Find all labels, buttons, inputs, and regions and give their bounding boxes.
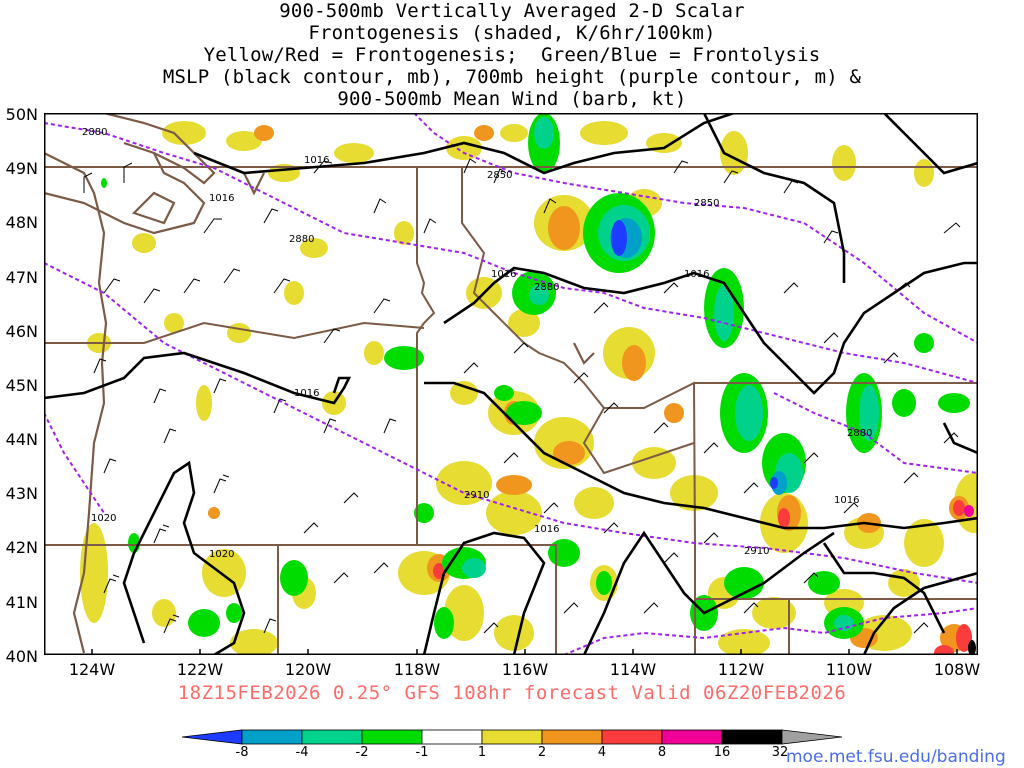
- colorbar-swatch: [361, 729, 423, 745]
- colorbar-tick: -1: [415, 745, 429, 760]
- colorbar-swatch: [661, 729, 723, 745]
- colorbar-tick: -8: [235, 745, 249, 760]
- lon-label: 124W: [68, 660, 116, 679]
- colorbar-swatch: [481, 729, 543, 745]
- title-line-5: 900-500mb Mean Wind (barb, kt): [337, 88, 687, 110]
- map-frame: [44, 113, 978, 655]
- frontogenesis-map: 1016 1016 1016 1016 1016 1016 1016 1020 …: [44, 113, 978, 655]
- lat-label: 40N: [5, 647, 38, 666]
- title-line-2: Frontogenesis (shaded, K/6hr/100km): [308, 22, 716, 44]
- height-label: 2880: [534, 282, 559, 293]
- title-line-4: MSLP (black contour, mb), 700mb height (…: [162, 66, 862, 88]
- colorbar-tick: 16: [713, 745, 731, 760]
- height-label: 2910: [744, 546, 769, 557]
- lat-label: 47N: [5, 268, 38, 287]
- colorbar-tick: 32: [771, 745, 789, 760]
- wind-barbs: [83, 158, 961, 634]
- colorbar-tick: 2: [537, 745, 547, 760]
- height-label: 2850: [694, 198, 719, 209]
- title-line-1: 900-500mb Vertically Averaged 2-D Scalar: [279, 0, 745, 22]
- colorbar-tick: 1: [477, 745, 487, 760]
- lon-label: 110W: [825, 660, 873, 679]
- mslp-label: 1016: [684, 269, 709, 280]
- lat-label: 45N: [5, 376, 38, 395]
- mslp-label: 1016: [294, 388, 319, 399]
- height-label: 2880: [847, 428, 872, 439]
- colorbar-swatch: [601, 729, 663, 745]
- mslp-label: 1016: [834, 495, 859, 506]
- mslp-label: 1020: [209, 549, 234, 560]
- colorbar-swatch: [301, 729, 363, 745]
- lat-label: 42N: [5, 538, 38, 557]
- lat-label: 49N: [5, 159, 38, 178]
- colorbar-swatch: [421, 729, 483, 745]
- colorbar-swatch: [781, 729, 843, 745]
- lon-label: 118W: [393, 660, 441, 679]
- colorbar-tick: -4: [295, 745, 309, 760]
- colorbar: [181, 729, 843, 745]
- title-line-3: Yellow/Red = Frontogenesis; Green/Blue =…: [203, 44, 821, 66]
- height-label: 2880: [82, 127, 107, 138]
- mslp-label: 1016: [491, 269, 516, 280]
- colorbar-swatch: [181, 729, 243, 745]
- height-label: 2910: [464, 490, 489, 501]
- lon-label: 116W: [501, 660, 549, 679]
- lon-label: 112W: [717, 660, 765, 679]
- height-label: 2850: [487, 170, 512, 181]
- lat-label: 44N: [5, 430, 38, 449]
- colorbar-swatch: [721, 729, 783, 745]
- colorbar-tick: 8: [657, 745, 667, 760]
- mslp-label: 1016: [304, 155, 329, 166]
- lat-label: 48N: [5, 213, 38, 232]
- lon-label: 114W: [609, 660, 657, 679]
- lat-label: 43N: [5, 484, 38, 503]
- contour-labels: 1016 1016 1016 1016 1016 1016 1016 1020 …: [82, 127, 872, 560]
- forecast-valid-footer: 18Z15FEB2026 0.25° GFS 108hr forecast Va…: [177, 682, 847, 704]
- colorbar-swatch: [541, 729, 603, 745]
- source-credit: moe.met.fsu.edu/banding: [786, 747, 1006, 767]
- colorbar-tick: 4: [597, 745, 607, 760]
- mslp-label: 1020: [91, 513, 116, 524]
- lon-label: 108W: [933, 660, 981, 679]
- lat-label: 41N: [5, 593, 38, 612]
- lon-label: 122W: [176, 660, 224, 679]
- height-label: 2880: [289, 234, 314, 245]
- colorbar-swatch: [241, 729, 303, 745]
- mslp-label: 1016: [209, 193, 234, 204]
- lon-label: 120W: [284, 660, 332, 679]
- mslp-label: 1016: [534, 524, 559, 535]
- lat-label: 50N: [5, 105, 38, 124]
- mslp-contours: [44, 113, 978, 655]
- colorbar-tick: -2: [355, 745, 369, 760]
- lat-label: 46N: [5, 322, 38, 341]
